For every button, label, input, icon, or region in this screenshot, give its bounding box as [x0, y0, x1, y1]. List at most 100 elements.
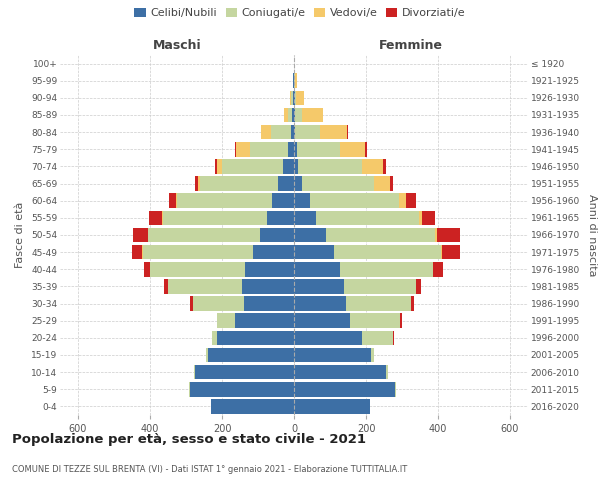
Bar — [195, 365, 294, 380]
Bar — [242, 279, 294, 293]
Bar — [294, 314, 350, 328]
Bar — [302, 176, 374, 191]
Bar — [295, 125, 320, 140]
Bar — [346, 296, 411, 311]
Bar — [383, 159, 386, 174]
Bar — [310, 194, 400, 208]
Bar — [334, 245, 441, 260]
Bar — [294, 210, 316, 225]
Bar — [350, 314, 400, 328]
Bar — [235, 314, 294, 328]
Bar — [344, 279, 416, 293]
Bar — [302, 108, 323, 122]
Bar — [162, 210, 163, 225]
Bar — [278, 176, 294, 191]
Bar — [292, 108, 294, 122]
Legend: Celibi/Nubili, Coniugati/e, Vedovi/e, Divorziati/e: Celibi/Nubili, Coniugati/e, Vedovi/e, Di… — [132, 6, 468, 20]
Bar — [365, 142, 367, 156]
Bar — [245, 262, 294, 276]
Bar — [288, 108, 292, 122]
Bar — [411, 296, 414, 311]
Bar — [244, 296, 294, 311]
Bar — [163, 210, 267, 225]
Bar — [217, 330, 294, 345]
Bar — [197, 176, 200, 191]
Bar — [395, 382, 396, 396]
Bar — [390, 176, 393, 191]
Bar — [168, 279, 242, 293]
Bar — [235, 142, 236, 156]
Bar — [260, 228, 294, 242]
Bar — [293, 74, 294, 88]
Bar — [386, 365, 388, 380]
Bar — [422, 210, 436, 225]
Bar — [400, 194, 406, 208]
Bar — [261, 125, 271, 140]
Bar — [143, 245, 253, 260]
Bar — [206, 348, 208, 362]
Bar — [294, 279, 344, 293]
Bar — [215, 159, 217, 174]
Bar — [176, 194, 177, 208]
Bar — [293, 90, 294, 105]
Bar — [294, 228, 326, 242]
Bar — [441, 245, 442, 260]
Bar — [222, 159, 283, 174]
Bar — [190, 296, 193, 311]
Bar — [419, 210, 422, 225]
Bar — [294, 194, 310, 208]
Bar — [374, 176, 390, 191]
Y-axis label: Fasce di età: Fasce di età — [16, 202, 25, 268]
Bar — [283, 159, 294, 174]
Bar — [294, 176, 302, 191]
Bar — [347, 125, 348, 140]
Bar — [217, 159, 222, 174]
Bar — [143, 262, 150, 276]
Bar — [149, 210, 162, 225]
Bar — [433, 262, 443, 276]
Bar — [294, 399, 370, 413]
Bar — [236, 142, 250, 156]
Bar — [294, 262, 340, 276]
Bar — [164, 279, 168, 293]
Bar — [294, 348, 371, 362]
Bar — [340, 262, 433, 276]
Bar — [406, 194, 416, 208]
Bar — [340, 142, 365, 156]
Bar — [294, 90, 295, 105]
Bar — [177, 194, 272, 208]
Bar — [442, 245, 460, 260]
Bar — [294, 365, 386, 380]
Bar — [294, 330, 362, 345]
Bar — [148, 228, 260, 242]
Bar — [294, 159, 298, 174]
Bar — [316, 210, 419, 225]
Bar — [189, 382, 190, 396]
Bar — [190, 382, 294, 396]
Bar — [294, 125, 295, 140]
Bar — [294, 142, 297, 156]
Bar — [194, 365, 195, 380]
Text: Popolazione per età, sesso e stato civile - 2021: Popolazione per età, sesso e stato civil… — [12, 432, 366, 446]
Bar — [194, 176, 197, 191]
Bar — [416, 279, 421, 293]
Bar — [193, 296, 244, 311]
Bar — [212, 330, 217, 345]
Bar — [284, 108, 288, 122]
Text: Maschi: Maschi — [152, 38, 202, 52]
Bar — [294, 382, 395, 396]
Bar — [133, 228, 148, 242]
Bar — [298, 159, 362, 174]
Bar — [326, 228, 436, 242]
Text: Femmine: Femmine — [379, 38, 443, 52]
Bar — [362, 330, 393, 345]
Text: COMUNE DI TEZZE SUL BRENTA (VI) - Dati ISTAT 1° gennaio 2021 - Elaborazione TUTT: COMUNE DI TEZZE SUL BRENTA (VI) - Dati I… — [12, 466, 407, 474]
Bar — [294, 108, 295, 122]
Bar — [295, 74, 296, 88]
Bar — [211, 399, 294, 413]
Bar — [295, 90, 296, 105]
Bar — [267, 210, 294, 225]
Bar — [271, 125, 291, 140]
Bar — [287, 142, 294, 156]
Bar — [400, 314, 401, 328]
